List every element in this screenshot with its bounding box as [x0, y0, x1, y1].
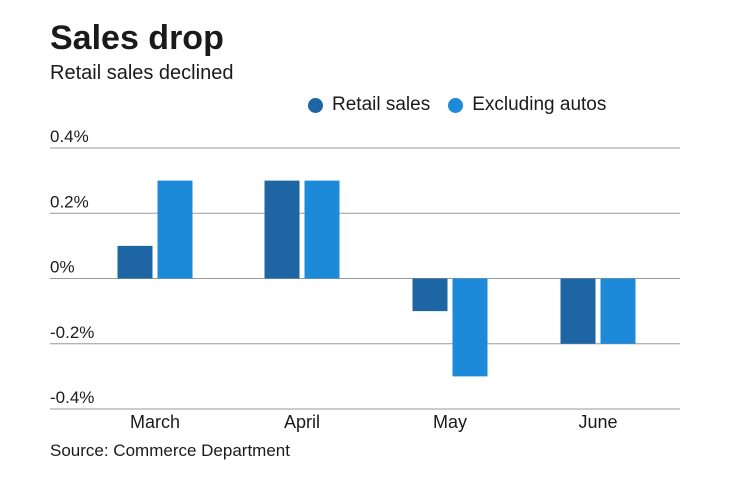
legend-swatch-retail-sales [308, 97, 323, 113]
y-tick-label: 0.4% [50, 127, 89, 146]
legend-label-retail-sales: Retail sales [332, 94, 431, 115]
bar-excluding-autos-april [304, 180, 340, 279]
bar-excluding-autos-march [157, 180, 193, 279]
bar-retail-sales-april [264, 180, 300, 279]
y-tick-label: 0.2% [50, 192, 89, 211]
y-tick-label: -0.4% [50, 388, 94, 407]
y-tick-label: 0% [50, 258, 75, 277]
bar-excluding-autos-may [452, 278, 488, 377]
bar-retail-sales-june [560, 278, 596, 344]
x-tick-label: March [130, 412, 180, 432]
bar-excluding-autos-june [600, 278, 636, 344]
chart-title: Sales drop [50, 19, 224, 57]
x-tick-label: June [578, 412, 617, 432]
bar-retail-sales-march [117, 245, 153, 279]
legend-item-retail-sales: Retail sales [308, 94, 430, 116]
x-tick-label: May [433, 412, 467, 432]
y-tick-label: -0.2% [50, 323, 94, 342]
legend-item-excluding-autos: Excluding autos [448, 94, 606, 116]
legend-swatch-excluding-autos [448, 97, 464, 113]
legend: Retail sales Excluding autos [308, 94, 624, 116]
source-note: Source: Commerce Department [50, 441, 290, 460]
x-tick-label: April [284, 412, 320, 432]
bar-retail-sales-may [412, 278, 448, 312]
legend-label-excluding-autos: Excluding autos [472, 94, 607, 115]
chart-subtitle: Retail sales declined [50, 62, 234, 84]
